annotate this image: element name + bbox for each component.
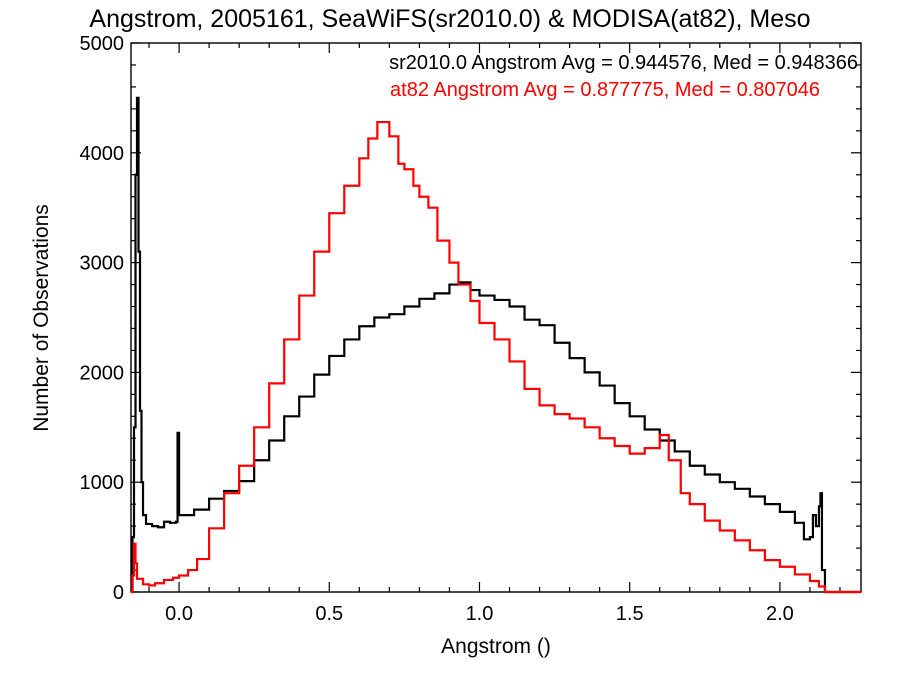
- x-axis: 0.0 0.5 1.0 1.5 2.0: [148, 43, 841, 625]
- x-tick-label: 0.5: [315, 603, 343, 625]
- series-stats-at82: at82 Angstrom Avg = 0.877775, Med = 0.80…: [390, 79, 820, 101]
- series-line-at82: [131, 120, 861, 594]
- chart-title: Angstrom, 2005161, SeaWiFS(sr2010.0) & M…: [89, 5, 810, 33]
- x-tick-label: 1.0: [466, 603, 494, 625]
- plot-area: 0.0 0.5 1.0 1.5 2.0 0 1000 2000 3000 4000 5000: [80, 33, 862, 625]
- y-axis-label: Number of Observations: [30, 204, 53, 432]
- axis-frame: [130, 42, 862, 593]
- y-axis: 0 1000 2000 3000 4000 5000: [80, 33, 861, 604]
- x-tick-label: 1.5: [616, 603, 644, 625]
- series-layer: [131, 96, 861, 594]
- y-tick-label: 2000: [80, 362, 125, 384]
- y-tick-label: 5000: [80, 33, 125, 55]
- series-stats-sr2010: sr2010.0 Angstrom Avg = 0.944576, Med = …: [389, 52, 858, 74]
- y-tick-label: 0: [113, 582, 124, 604]
- x-tick-label: 0.0: [165, 603, 193, 625]
- x-tick-label: 2.0: [766, 603, 794, 625]
- y-tick-label: 1000: [80, 472, 125, 494]
- series-line-sr2010.0: [131, 96, 861, 594]
- x-axis-label: Angstrom (): [441, 635, 551, 658]
- y-tick-label: 3000: [80, 253, 125, 275]
- y-tick-label: 4000: [80, 143, 125, 165]
